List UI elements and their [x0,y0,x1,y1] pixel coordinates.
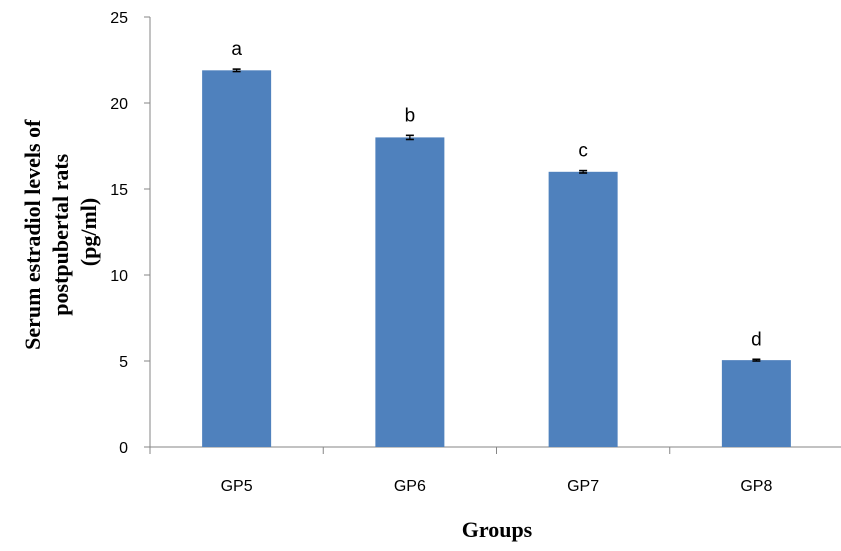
y-tick-label-25: 25 [110,10,128,27]
y-tick-label-20: 20 [110,96,128,113]
data-label-gp6: b [405,105,416,126]
y-axis-title-line-2: postpubertal rats [48,153,73,315]
error-bar-gp5 [232,68,241,73]
data-label-gp8: d [751,329,762,350]
x-tick-label-gp6: GP6 [394,478,426,495]
y-axis-title: Serum estradiol levels of postpubertal r… [20,114,101,350]
error-bar-gp7 [579,169,588,174]
error-bar-gp8 [752,358,761,362]
y-tick-label-0: 0 [119,440,128,457]
bar-gp7 [548,171,618,448]
y-axis: 0 5 10 15 20 25 [110,10,151,457]
data-label-gp5: a [231,39,242,60]
bar-gp5 [202,70,272,447]
x-tick-label-gp7: GP7 [567,478,599,495]
error-bar-series [232,68,761,362]
y-tick-label-10: 10 [110,268,128,285]
bar-gp8 [721,360,791,447]
y-tick-label-15: 15 [110,182,128,199]
y-axis-title-line-1: Serum estradiol levels of [20,119,45,350]
x-axis: GP5 GP6 GP7 GP8 [149,446,841,495]
y-axis-title-line-3: (pg/ml) [76,198,101,266]
error-bar-gp6 [405,134,414,141]
data-label-gp7: c [578,141,588,162]
y-tick-label-5: 5 [119,354,128,371]
x-axis-title: Groups [462,517,533,542]
x-tick-label-gp5: GP5 [221,478,253,495]
bar-gp6 [375,137,445,447]
svg-text:Serum estradiol levels of: Serum estradiol levels of postpubertal r… [20,114,101,350]
x-tick-label-gp8: GP8 [740,478,772,495]
data-label-series: a b c d [231,39,761,350]
bar-series [202,70,791,448]
